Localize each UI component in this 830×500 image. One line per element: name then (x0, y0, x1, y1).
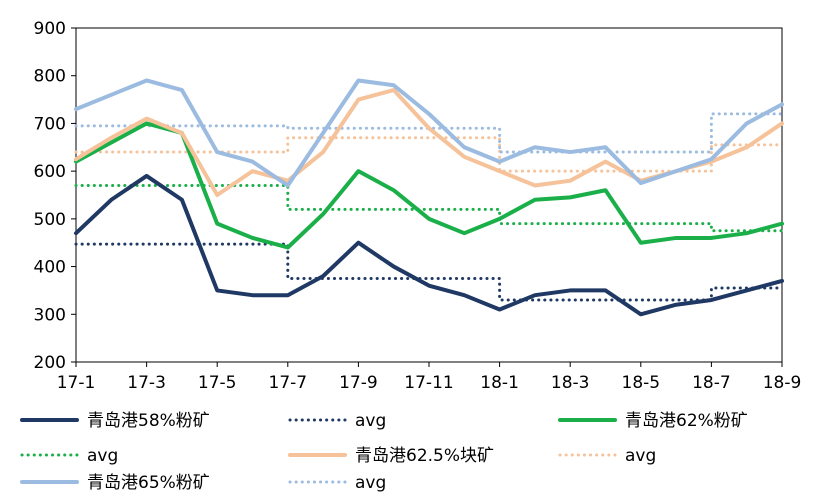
legend-label: avg (355, 473, 386, 493)
x-tick-label: 17-1 (57, 373, 96, 393)
x-tick-label: 18-9 (763, 373, 802, 393)
x-tick-label: 17-3 (127, 373, 166, 393)
y-tick-label: 800 (34, 67, 66, 87)
x-tick-label: 17-7 (269, 373, 308, 393)
x-tick-label: 17-9 (339, 373, 378, 393)
legend-label: 青岛港65%粉矿 (87, 473, 210, 493)
y-tick-label: 200 (34, 353, 66, 373)
legend-label: 青岛港58%粉矿 (87, 411, 210, 431)
x-tick-label: 18-7 (692, 373, 731, 393)
series-line-0 (74, 173, 784, 317)
series-line-6 (74, 78, 784, 188)
y-tick-label: 600 (34, 162, 66, 182)
legend-label: 青岛港62%粉矿 (625, 411, 748, 431)
x-tick-label: 18-5 (622, 373, 661, 393)
series-line-1 (74, 242, 784, 302)
series-line-5 (74, 136, 784, 173)
y-tick-label: 400 (34, 258, 66, 278)
y-tick-label: 700 (34, 114, 66, 134)
plot-area-border (75, 27, 783, 363)
y-tick-label: 300 (34, 305, 66, 325)
y-tick-label: 500 (34, 210, 66, 230)
y-tick-label: 900 (34, 19, 66, 39)
x-tick-label: 18-3 (551, 373, 590, 393)
x-tick-label: 18-1 (480, 373, 519, 393)
x-tick-label: 17-11 (404, 373, 453, 393)
legend-label: avg (625, 446, 656, 466)
legend-label: 青岛港62.5%块矿 (355, 446, 494, 466)
legend-label: avg (87, 446, 118, 466)
series-line-2 (74, 121, 784, 250)
x-tick-label: 17-5 (198, 373, 237, 393)
series-line-4 (74, 88, 784, 197)
series-line-3 (74, 183, 784, 233)
legend-label: avg (355, 411, 386, 431)
